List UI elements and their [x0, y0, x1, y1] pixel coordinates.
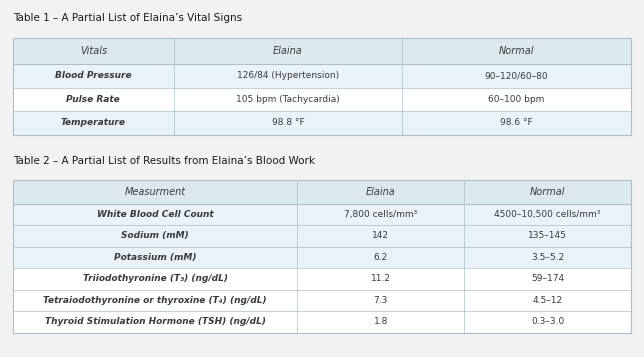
Bar — [13, 180, 631, 203]
Text: Tetraiodothyronine or thyroxine (T₄) (ng/dL): Tetraiodothyronine or thyroxine (T₄) (ng… — [43, 296, 267, 305]
Bar — [13, 64, 631, 87]
Text: Table 2 – A Partial List of Results from Elaina’s Blood Work: Table 2 – A Partial List of Results from… — [13, 156, 315, 166]
Text: 60–100 bpm: 60–100 bpm — [489, 95, 545, 104]
Text: 3.5–5.2: 3.5–5.2 — [531, 253, 564, 262]
Text: Pulse Rate: Pulse Rate — [66, 95, 120, 104]
Text: 98.6 °F: 98.6 °F — [500, 118, 533, 127]
Text: 0.3–3.0: 0.3–3.0 — [531, 317, 564, 326]
Text: 105 bpm (Tachycardia): 105 bpm (Tachycardia) — [236, 95, 340, 104]
Text: 126/84 (Hypertension): 126/84 (Hypertension) — [237, 71, 339, 80]
Text: Thyroid Stimulation Hormone (TSH) (ng/dL): Thyroid Stimulation Hormone (TSH) (ng/dL… — [44, 317, 265, 326]
Text: 135–145: 135–145 — [528, 231, 567, 240]
Text: 4500–10,500 cells/mm³: 4500–10,500 cells/mm³ — [495, 210, 601, 219]
Text: White Blood Cell Count: White Blood Cell Count — [97, 210, 213, 219]
Text: Blood Pressure: Blood Pressure — [55, 71, 131, 80]
Bar — [13, 246, 631, 268]
Text: 142: 142 — [372, 231, 389, 240]
Text: Normal: Normal — [530, 186, 565, 196]
Text: Vitals: Vitals — [80, 46, 107, 56]
Text: 6.2: 6.2 — [374, 253, 388, 262]
Text: Sodium (mM): Sodium (mM) — [121, 231, 189, 240]
Bar — [13, 111, 631, 135]
Text: 98.8 °F: 98.8 °F — [272, 118, 305, 127]
Bar — [13, 180, 631, 332]
Text: Temperature: Temperature — [61, 118, 126, 127]
Text: 7.3: 7.3 — [374, 296, 388, 305]
Text: Elaina: Elaina — [366, 186, 395, 196]
Bar — [13, 38, 631, 135]
Text: Triiodothyronine (T₃) (ng/dL): Triiodothyronine (T₃) (ng/dL) — [82, 274, 227, 283]
Text: 7,800 cells/mm³: 7,800 cells/mm³ — [344, 210, 417, 219]
Text: 4.5–12: 4.5–12 — [533, 296, 563, 305]
Text: Table 1 – A Partial List of Elaina’s Vital Signs: Table 1 – A Partial List of Elaina’s Vit… — [13, 14, 242, 24]
Text: Elaina: Elaina — [273, 46, 303, 56]
Bar — [13, 225, 631, 246]
Bar — [13, 203, 631, 225]
Text: 1.8: 1.8 — [374, 317, 388, 326]
Text: 11.2: 11.2 — [371, 274, 391, 283]
Text: 59–174: 59–174 — [531, 274, 564, 283]
Text: Measurment: Measurment — [124, 186, 185, 196]
Bar — [13, 180, 631, 332]
Text: Potassium (mM): Potassium (mM) — [114, 253, 196, 262]
Text: 90–120/60–80: 90–120/60–80 — [485, 71, 549, 80]
Bar — [13, 38, 631, 64]
Bar — [13, 38, 631, 135]
Text: Normal: Normal — [499, 46, 535, 56]
